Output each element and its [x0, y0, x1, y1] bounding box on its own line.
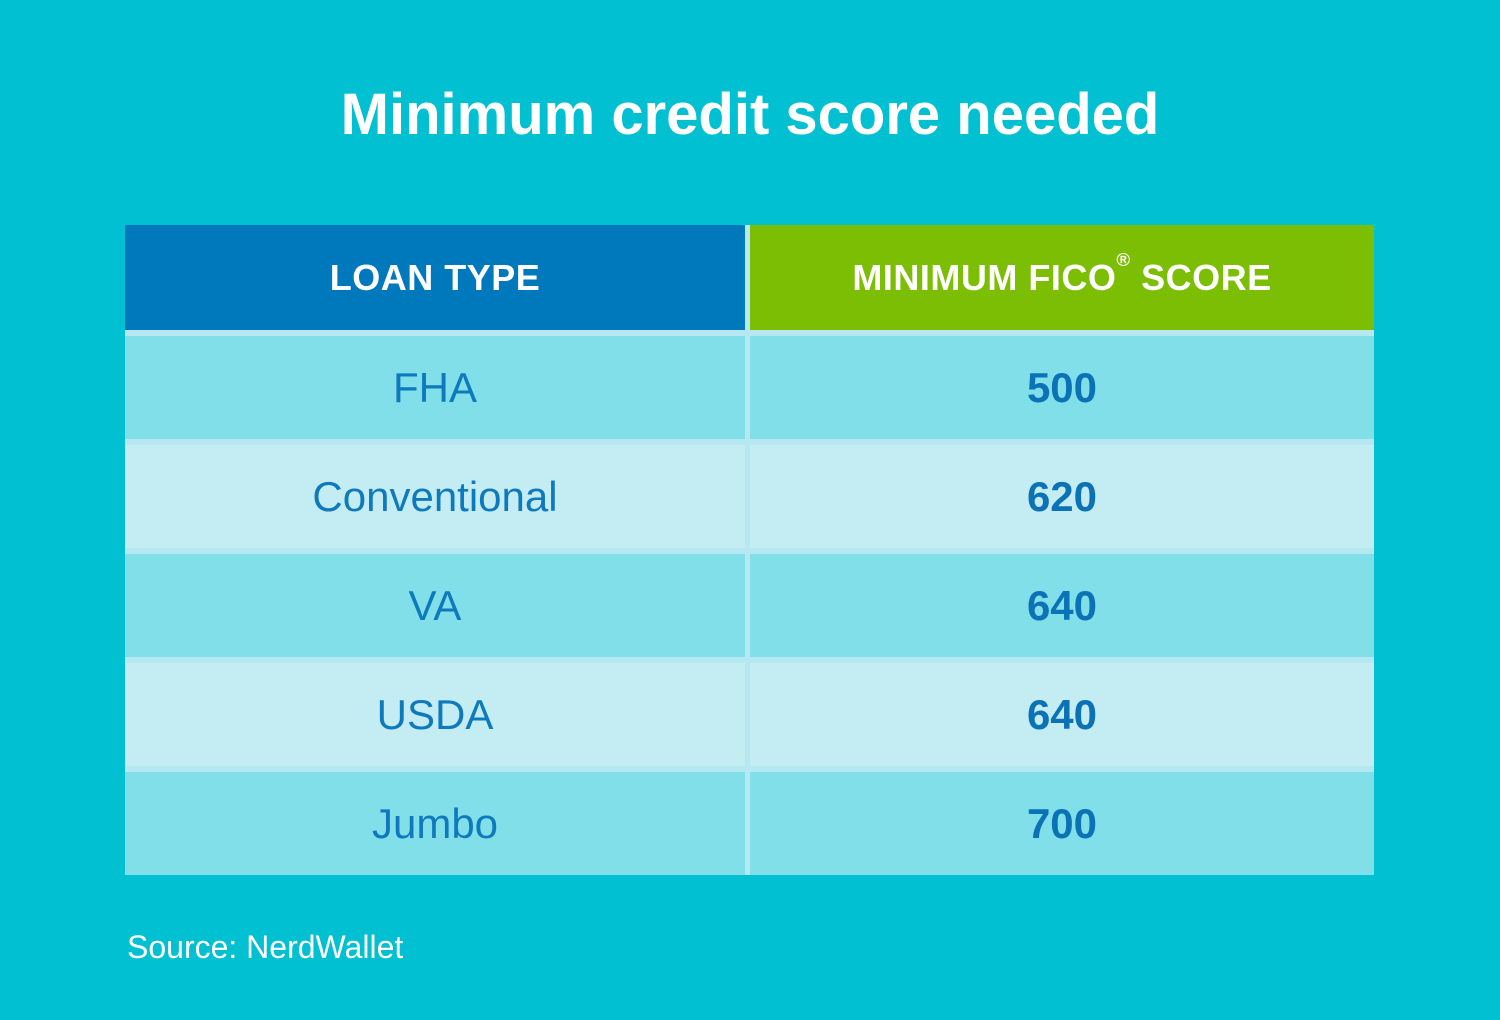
loan-type-header-label: LOAN TYPE — [329, 256, 541, 298]
loan-type-cell: VA — [125, 554, 745, 657]
table-row: VA 640 — [125, 554, 1374, 657]
loan-type-cell: FHA — [125, 336, 745, 439]
score-cell: 700 — [750, 772, 1374, 875]
table-row: USDA 640 — [125, 663, 1374, 766]
page-title: Minimum credit score needed — [340, 82, 1160, 147]
score-value: 620 — [1026, 472, 1098, 520]
loan-type-label: VA — [408, 581, 462, 629]
column-header-min-fico-score: MINIMUM FICO® SCORE — [750, 225, 1374, 330]
loan-type-label: FHA — [393, 363, 477, 411]
loan-type-cell: Jumbo — [125, 772, 745, 875]
loan-type-label: Jumbo — [371, 799, 499, 847]
score-value: 640 — [1026, 581, 1098, 629]
score-cell: 500 — [750, 336, 1374, 439]
registered-trademark-symbol: ® — [1116, 248, 1131, 270]
loan-type-label: Conventional — [312, 472, 558, 520]
min-fico-header-label: MINIMUM FICO® SCORE — [852, 250, 1272, 298]
score-value: 700 — [1026, 799, 1098, 847]
score-value: 500 — [1026, 363, 1098, 411]
min-fico-header-main: MINIMUM FICO — [852, 256, 1117, 298]
loan-type-label: USDA — [376, 690, 494, 738]
min-fico-header-tail: SCORE — [1130, 256, 1272, 298]
score-cell: 620 — [750, 445, 1374, 548]
score-value: 640 — [1026, 690, 1098, 738]
column-header-loan-type: LOAN TYPE — [125, 225, 745, 330]
loan-type-cell: USDA — [125, 663, 745, 766]
table-row: Conventional 620 — [125, 445, 1374, 548]
score-cell: 640 — [750, 554, 1374, 657]
source-attribution: Source: NerdWallet — [127, 929, 404, 965]
table-header-row: LOAN TYPE MINIMUM FICO® SCORE — [125, 225, 1374, 330]
table-row: FHA 500 — [125, 336, 1374, 439]
credit-score-table: LOAN TYPE MINIMUM FICO® SCORE FHA 500 Co… — [125, 225, 1374, 875]
loan-type-cell: Conventional — [125, 445, 745, 548]
score-cell: 640 — [750, 663, 1374, 766]
table-row: Jumbo 700 — [125, 772, 1374, 875]
